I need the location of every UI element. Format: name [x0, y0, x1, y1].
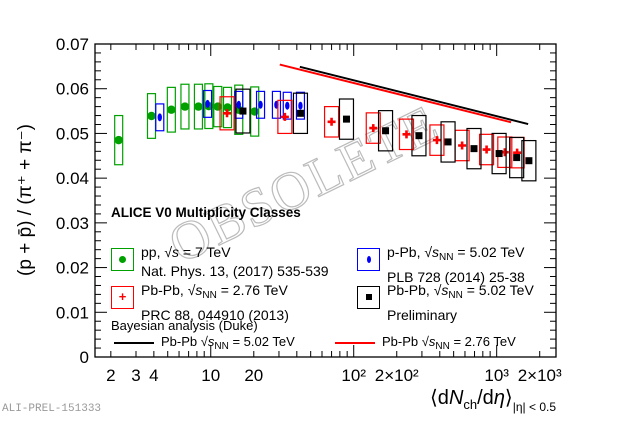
sys-error-box — [202, 89, 213, 118]
x-tick-label: 10² — [341, 366, 366, 385]
y-tick-label: 0.01 — [56, 303, 89, 322]
data-point — [223, 103, 232, 112]
y-tick-label: 0.04 — [56, 169, 89, 188]
data-point — [495, 150, 503, 158]
sys-error-box — [255, 90, 266, 119]
legend-model-title: Bayesian analysis (Duke) — [111, 318, 258, 333]
sys-error-box — [521, 139, 537, 182]
data-point — [513, 154, 521, 162]
plot-frame — [94, 43, 557, 358]
data-point — [236, 100, 241, 109]
sys-error-box — [491, 132, 507, 175]
x-tick-label: 10 — [201, 366, 220, 385]
data-point — [194, 102, 203, 111]
x-tick-label: 2×10³ — [518, 366, 562, 385]
y-tick-label: 0.05 — [56, 124, 89, 143]
data-point — [180, 102, 190, 111]
data-point — [327, 117, 336, 126]
data-point — [157, 113, 162, 122]
data-point — [296, 109, 304, 117]
sys-error-box — [219, 96, 235, 131]
sys-error-box — [365, 112, 381, 144]
legend-symbol-pbpb502 — [357, 286, 380, 309]
sys-error-box — [235, 88, 251, 134]
sys-error-box — [411, 114, 427, 157]
x-tick-label: 10³ — [484, 366, 509, 385]
data-point — [298, 101, 303, 110]
data-point — [525, 157, 533, 165]
data-point — [458, 141, 467, 150]
data-point — [258, 100, 263, 109]
data-point — [444, 138, 452, 146]
data-point — [285, 101, 290, 110]
sys-error-box — [478, 133, 495, 166]
figure-id: ALI-PREL-151333 — [2, 403, 102, 415]
legend-symbol-pbpb276: + — [111, 286, 134, 309]
model-line — [279, 63, 512, 124]
legend-entry-pbpb502: Pb-Pb, √sNN = 5.02 TeV Preliminary — [387, 282, 534, 323]
legend-entry-line-276: Pb-Pb √sNN = 2.76 TeV — [382, 334, 516, 352]
legend-entry-pbpb276: Pb-Pb, √sNN = 2.76 TeV PRC 88, 044910 (20… — [141, 282, 289, 323]
sys-error-box — [234, 90, 244, 119]
data-point — [239, 107, 247, 115]
sys-error-box — [377, 110, 394, 152]
x-axis-label: ⟨dNch/dη⟩|η| < 0.5 — [430, 387, 556, 414]
legend-symbol-ppb — [357, 248, 380, 271]
sys-error-box — [338, 98, 355, 140]
y-tick-label: 0.07 — [56, 35, 89, 54]
data-point — [382, 127, 390, 135]
sys-error-box — [295, 91, 306, 120]
sys-error-box — [277, 99, 293, 135]
data-point — [167, 105, 176, 114]
y-axis-label: (p + p̄) / (π⁺ + π⁻) — [15, 124, 36, 276]
x-tick-label: 2 — [106, 366, 115, 385]
sys-error-box — [155, 103, 165, 132]
sys-error-box — [440, 121, 456, 163]
sys-error-box — [398, 118, 415, 151]
sys-error-box — [271, 90, 282, 119]
data-point — [470, 145, 478, 153]
sys-error-box — [429, 124, 445, 156]
sys-error-box — [323, 105, 340, 138]
legend-entry-pp: pp, √s = 7 TeV Nat. Phys. 13, (2017) 535-… — [141, 244, 329, 279]
y-tick-label: 0.06 — [56, 80, 89, 99]
data-point — [205, 99, 210, 108]
legend-line-276 — [335, 342, 375, 344]
data-point — [369, 124, 378, 133]
legend-entry-line-502: Pb-Pb √sNN = 5.02 TeV — [161, 334, 295, 352]
sys-error-box — [466, 127, 482, 170]
data-point — [147, 111, 156, 121]
data-point — [402, 130, 411, 139]
x-tick-label: 2×10² — [375, 366, 419, 385]
legend-symbol-pp — [111, 248, 134, 271]
y-tick-label: 0 — [80, 348, 89, 367]
x-tick-label: 3 — [131, 366, 140, 385]
y-tick-label: 0.02 — [56, 259, 89, 278]
data-point — [342, 115, 350, 123]
model-line — [299, 65, 529, 126]
data-point — [432, 136, 441, 145]
legend-title: ALICE V0 Multiplicity Classes — [111, 205, 301, 220]
legend-line-502 — [114, 342, 154, 344]
data-point — [415, 132, 423, 140]
data-point — [114, 135, 123, 145]
sys-error-box — [292, 92, 309, 135]
data-point — [223, 109, 232, 118]
sys-error-box — [282, 91, 292, 120]
data-point — [250, 107, 259, 116]
data-point — [280, 112, 289, 121]
data-point — [213, 102, 222, 111]
x-tick-label: 4 — [149, 366, 158, 385]
sys-error-box — [509, 136, 525, 179]
data-point — [482, 145, 491, 154]
legend-entry-ppb: p-Pb, √sNN = 5.02 TeV PLB 728 (2014) 25-3… — [387, 244, 525, 285]
y-tick-label: 0.03 — [56, 214, 89, 233]
x-tick-label: 20 — [244, 366, 263, 385]
